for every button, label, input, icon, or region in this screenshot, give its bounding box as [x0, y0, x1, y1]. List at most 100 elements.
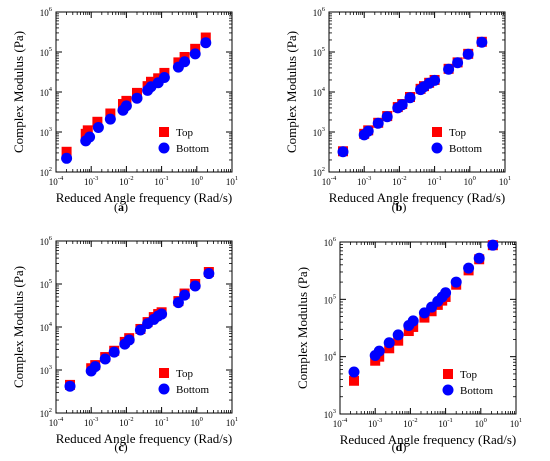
y-tick-label: 105 [40, 46, 52, 58]
data-point-bottom [189, 280, 201, 292]
data-point-top [105, 108, 116, 119]
legend: Top Bottom [158, 127, 209, 155]
legend-marker-bottom [158, 142, 170, 154]
data-point-bottom [337, 146, 349, 158]
x-tick-label: 101 [510, 417, 522, 429]
legend-marker-top [159, 368, 169, 378]
legend-label-bottom: Bottom [449, 143, 482, 155]
data-point-top [349, 375, 360, 386]
data-point-bottom [64, 380, 76, 392]
data-point-bottom [443, 63, 455, 75]
y-tick-label: 106 [40, 235, 53, 247]
legend-marker-top [159, 127, 169, 137]
data-point-bottom [381, 111, 393, 123]
legend-marker-top [432, 127, 442, 137]
chart-panel-b: 10-4 10-3 10-2 10-1 100 101 102 103 104 105 106 Red… [284, 6, 511, 205]
data-point-bottom [476, 36, 488, 48]
panel-label: (a) [114, 200, 128, 214]
series-bottom [64, 268, 215, 392]
y-tick-label: 104 [40, 86, 53, 98]
legend-marker-top [443, 369, 453, 379]
data-point-bottom [392, 329, 404, 341]
x-tick-label: 100 [191, 175, 203, 187]
data-point-bottom [131, 92, 143, 104]
legend-label-top: Top [176, 127, 193, 139]
legend-label-bottom: Bottom [176, 384, 209, 396]
data-point-bottom [134, 324, 146, 336]
legend: Top Bottom [158, 368, 209, 396]
x-tick-label: 101 [226, 416, 238, 428]
y-tick-label: 102 [313, 166, 325, 178]
data-point-bottom [404, 92, 416, 104]
data-point-bottom [120, 100, 132, 112]
data-point-bottom [429, 74, 441, 86]
data-point-bottom [92, 121, 104, 133]
x-tick-label: 10-1 [427, 175, 441, 187]
x-tick-label: 10-2 [403, 417, 417, 429]
y-tick-label: 103 [40, 126, 52, 138]
data-point-bottom [156, 308, 168, 320]
data-point-bottom [372, 117, 384, 129]
x-tick-label: 10-1 [154, 175, 168, 187]
y-tick-label: 106 [313, 6, 326, 18]
chart-panel-d: 10-4 10-3 10-2 10-1 100 101 103 104 105 106 Reduce… [295, 236, 522, 447]
legend-label-top: Top [460, 369, 477, 381]
data-point-bottom [362, 125, 374, 137]
data-point-bottom [383, 337, 395, 349]
legend-marker-bottom [442, 384, 454, 396]
data-point-bottom [373, 345, 385, 357]
data-point-top [393, 335, 404, 346]
x-tick-label: 10-3 [368, 417, 382, 429]
data-point-bottom [407, 315, 419, 327]
y-tick-label: 106 [40, 6, 53, 18]
panel-label: (c) [114, 440, 127, 454]
x-tick-label: 10-1 [154, 416, 168, 428]
data-point-bottom [200, 37, 212, 49]
data-point-bottom [89, 361, 101, 373]
legend-label-bottom: Bottom [176, 143, 209, 155]
data-point-top [61, 146, 72, 157]
x-axis-label: Reduced Angle frequency (Rad/s) [340, 432, 517, 447]
y-tick-label: 104 [40, 321, 53, 333]
x-tick-label: 10-3 [357, 175, 371, 187]
y-tick-label: 105 [313, 46, 325, 58]
data-point-bottom [452, 57, 464, 69]
data-point-bottom [172, 297, 184, 309]
data-point-bottom [158, 72, 170, 84]
data-point-top [82, 125, 93, 136]
chart-panel-c: 10-4 10-3 10-2 10-1 100 101 102 103 104 105 106 Red… [11, 235, 238, 446]
y-tick-label: 102 [40, 407, 52, 419]
x-tick-label: 100 [475, 417, 487, 429]
y-tick-label: 103 [324, 408, 336, 420]
y-tick-label: 105 [40, 278, 52, 290]
y-tick-label: 102 [40, 166, 52, 178]
legend-label-top: Top [176, 368, 193, 380]
series-bottom [348, 239, 499, 378]
x-tick-label: 101 [226, 175, 238, 187]
data-point-bottom [189, 48, 201, 60]
data-point-bottom [487, 239, 499, 251]
legend-label-bottom: Bottom [460, 385, 493, 397]
data-point-bottom [348, 366, 360, 378]
y-tick-label: 103 [40, 364, 52, 376]
y-axis-label: Complex Modulus (Pa) [11, 31, 26, 153]
panel-label: (d) [392, 440, 407, 454]
y-tick-label: 106 [324, 236, 337, 248]
data-point-bottom [123, 334, 135, 346]
legend-label-top: Top [449, 127, 466, 139]
data-point-bottom [179, 289, 191, 301]
x-tick-label: 100 [191, 416, 203, 428]
y-axis-label: Complex Modulus (Pa) [284, 31, 299, 153]
x-tick-label: 10-4 [322, 175, 337, 187]
y-tick-label: 104 [313, 86, 326, 98]
data-point-bottom [450, 276, 462, 288]
x-tick-label: 10-4 [49, 416, 64, 428]
data-point-bottom [61, 152, 73, 164]
legend-marker-bottom [431, 142, 443, 154]
panel-label: (b) [392, 200, 407, 214]
data-point-bottom [440, 287, 452, 299]
y-axis-label: Complex Modulus (Pa) [295, 267, 310, 389]
y-axis-label: Complex Modulus (Pa) [11, 266, 26, 388]
data-point-bottom [99, 353, 111, 365]
x-tick-label: 10-2 [392, 175, 406, 187]
